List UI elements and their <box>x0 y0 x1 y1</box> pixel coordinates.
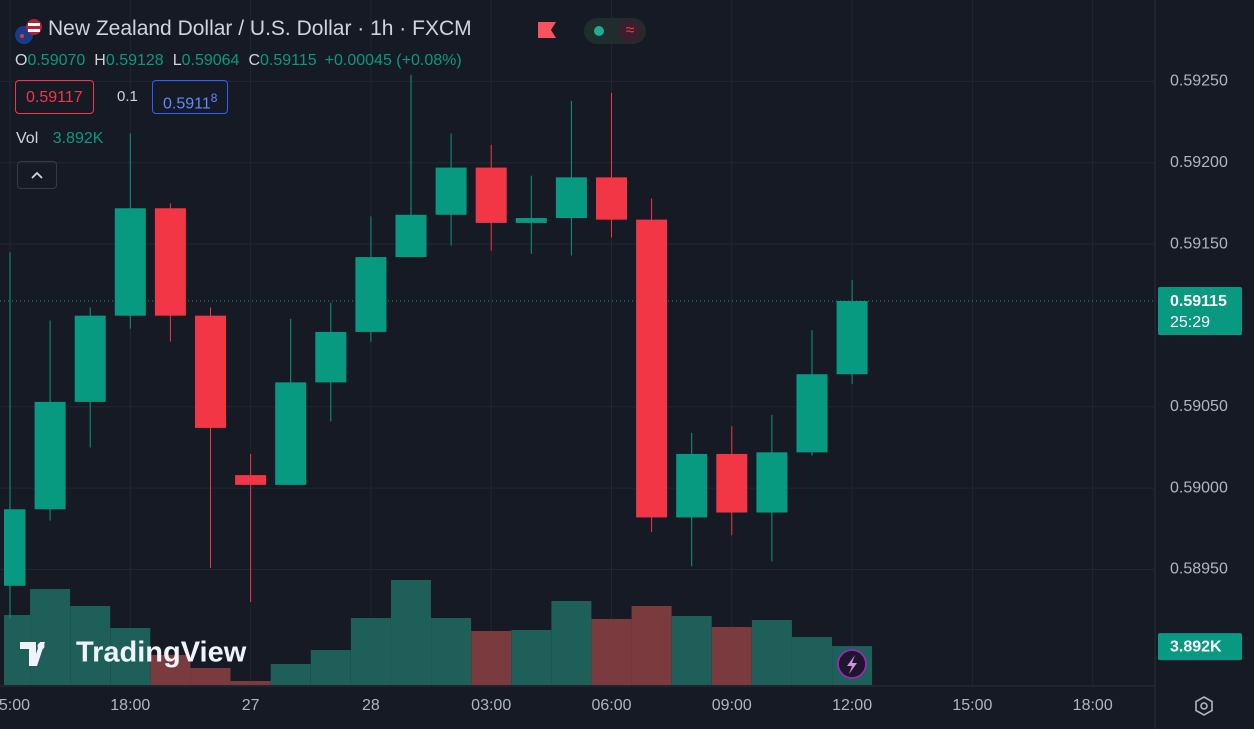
x-tick-label: 18:00 <box>110 697 150 714</box>
y-tick-label: 0.59050 <box>1170 398 1228 415</box>
ohlc-value: 0.59070 <box>27 52 86 69</box>
market-status[interactable]: ≈ <box>584 18 646 44</box>
volume-bar <box>110 628 151 685</box>
candle-body <box>716 453 748 513</box>
ohlc-value: 0.59064 <box>181 52 240 69</box>
volume-tag <box>1158 633 1242 661</box>
sell-button[interactable]: 0.59117 <box>15 80 94 114</box>
volume-bar <box>511 630 552 685</box>
candle-body <box>195 315 226 428</box>
candle-body <box>596 177 627 220</box>
volume-bar <box>551 601 592 685</box>
candle-body <box>555 177 587 219</box>
x-tick-label: 09:00 <box>712 697 752 714</box>
volume-value: 3.892K <box>52 130 104 147</box>
volume-bar <box>230 681 271 685</box>
logo-text: TradingView <box>76 637 247 669</box>
candle-body <box>315 331 347 383</box>
volume-bar <box>190 668 231 685</box>
y-tick-label: 0.59150 <box>1170 235 1228 252</box>
y-tick-label: 0.59250 <box>1170 73 1228 90</box>
lightning-button[interactable] <box>837 649 867 679</box>
ohlc-legend: O0.59070 H0.59128 L0.59064 C0.59115 +0.00045… <box>15 52 462 70</box>
axes: 0.58950 0.59000 0.59050 0.59150 0.59200 0.592… <box>0 73 1242 714</box>
candle-body <box>275 382 307 485</box>
candle-body <box>475 167 507 223</box>
countdown: 25:29 <box>1170 314 1210 331</box>
ohlc-key: O <box>15 52 28 69</box>
volume-layer <box>4 580 873 685</box>
volume-legend: Vol 3.892K <box>16 130 103 148</box>
x-tick-label: 12:00 <box>832 697 872 714</box>
flag-marker[interactable] <box>536 20 558 42</box>
sell-price: 0.59117 <box>26 89 83 106</box>
volume-bar <box>792 637 832 685</box>
candle-body <box>74 315 106 402</box>
x-tick-label: 06:00 <box>591 697 631 714</box>
flag-icon <box>15 19 42 44</box>
volume-bar <box>431 618 472 685</box>
settings-icon[interactable] <box>1195 696 1213 716</box>
volume-bar <box>591 619 632 685</box>
buy-price-small: 8 <box>210 91 218 105</box>
x-tick-label: 15:00 <box>952 697 992 714</box>
candle-body <box>836 301 868 375</box>
candle-body <box>235 475 267 485</box>
volume-bar <box>70 606 111 685</box>
x-tick-label: 15:00 <box>0 697 30 714</box>
change: +0.00045 (+0.08%) <box>324 52 462 69</box>
candle-body <box>114 208 146 316</box>
volume-bar <box>30 589 71 685</box>
volume-bar <box>471 631 512 685</box>
volume-bar <box>150 655 191 685</box>
buy-button[interactable]: 0.59118 <box>152 80 229 114</box>
volume-bar <box>391 580 431 685</box>
ohlc-key: L <box>172 52 182 69</box>
price-tag-value: 0.59115 <box>1170 293 1227 310</box>
symbol-title: New Zealand Dollar / U.S. Dollar · 1h · … <box>48 17 472 40</box>
candle-body <box>355 257 387 332</box>
logo: TradingView <box>20 637 247 669</box>
candle-layer <box>4 74 868 619</box>
volume-bar <box>671 616 712 685</box>
candle-body <box>435 167 467 215</box>
volume-bar <box>4 615 30 685</box>
volume-bar <box>751 620 792 685</box>
candle-body <box>4 509 26 586</box>
volume-bar <box>270 664 311 685</box>
candle-body <box>636 219 668 518</box>
y-tick-label: 0.59200 <box>1170 154 1228 171</box>
collapse-button[interactable] <box>17 161 57 189</box>
x-tick-label: 18:00 <box>1073 697 1113 714</box>
x-tick-label: 28 <box>362 697 380 714</box>
x-tick-label: 27 <box>242 697 260 714</box>
ohlc-value: 0.59128 <box>105 52 164 69</box>
volume-bar <box>711 627 752 685</box>
ohlc-value: 0.59115 <box>260 52 317 69</box>
volume-bar <box>310 650 351 685</box>
candle-body <box>515 218 547 223</box>
candle-body <box>796 374 828 453</box>
y-tick-label: 0.59000 <box>1170 479 1228 496</box>
volume-tag-value: 3.892K <box>1170 638 1222 655</box>
volume-bar <box>631 606 672 685</box>
y-tick-label: 0.58950 <box>1170 561 1228 578</box>
candle-body <box>34 401 66 510</box>
candle-body <box>756 452 788 513</box>
buy-price: 0.5911 <box>163 95 211 113</box>
price-tag <box>1158 287 1242 336</box>
x-tick-label: 03:00 <box>471 697 511 714</box>
volume-label: Vol <box>16 130 39 147</box>
volume-bar <box>350 618 391 685</box>
candle-body <box>395 214 427 258</box>
ohlc-key: H <box>94 52 106 69</box>
ohlc-key: C <box>248 52 261 69</box>
spread: 0.1 <box>117 88 138 105</box>
candle-body <box>154 208 186 316</box>
candle-body <box>676 453 708 518</box>
